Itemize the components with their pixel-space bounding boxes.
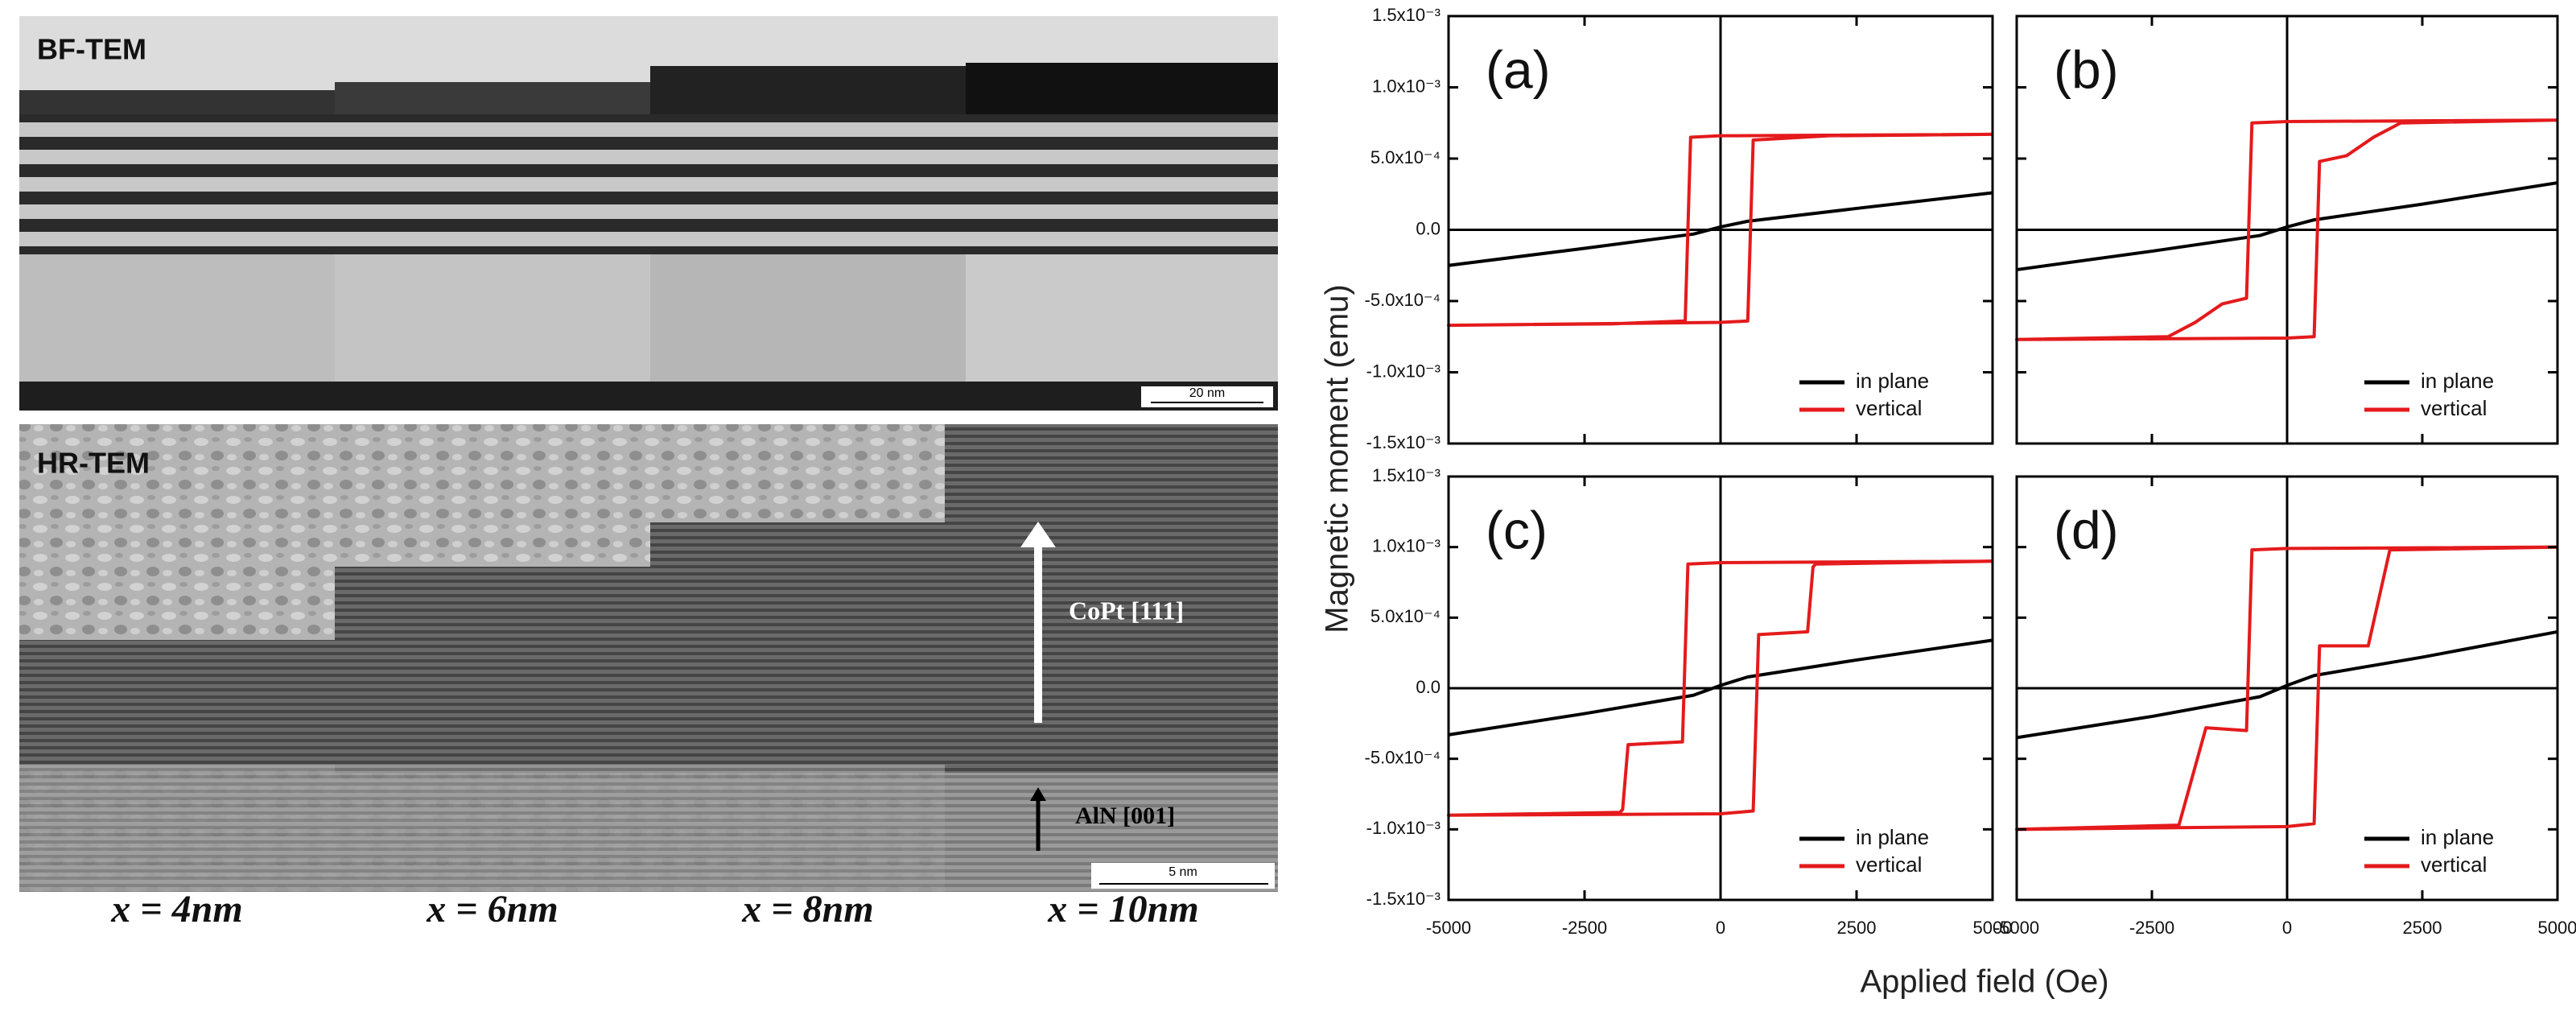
hysteresis-panels: in plane vertical 1.5x10⁻³ 1.0x10⁻³ 5.0x10⁻⁴…	[1365, 5, 2576, 938]
y-tick-label: 5.0x10⁻⁴	[1370, 606, 1440, 626]
y-tick-label: 5.0x10⁻⁴	[1370, 147, 1440, 167]
legend-label: vertical	[1856, 396, 1922, 420]
hr-label: HR-TEM	[37, 447, 150, 480]
hr-scale: 5 nm	[1168, 865, 1197, 879]
x-tick-label: -5000	[1994, 918, 2039, 938]
copt-label: CoPt [111]	[1069, 596, 1184, 625]
y-tick-label: -1.0x10⁻³	[1366, 818, 1440, 838]
legend-label: vertical	[1856, 852, 1922, 877]
sample-labels: x = 4nm x = 6nm x = 8nm x = 10nm	[110, 888, 1198, 931]
y-tick-label: 0.0	[1416, 677, 1440, 697]
y-tick-label: 1.0x10⁻³	[1372, 76, 1440, 96]
series-line	[2016, 629, 2558, 740]
y-tick-label: 0.0	[1416, 218, 1440, 238]
x-tick-label: 0	[1716, 918, 1725, 938]
y-tick-label: 1.5x10⁻³	[1372, 465, 1440, 485]
x-tick-label: 5000	[1973, 918, 2013, 938]
legend-label: in plane	[2421, 369, 2494, 393]
x-tick-label: 2500	[2403, 918, 2442, 938]
sample-label: x = 10nm	[1047, 888, 1198, 931]
panel: in plane vertical 1.5x10⁻³ 1.0x10⁻³ 5.0x10⁻⁴…	[1365, 5, 1994, 452]
hr-tem-image	[19, 424, 1278, 892]
panel-label: (c)	[1486, 500, 1548, 559]
y-tick-label: 1.0x10⁻³	[1372, 535, 1440, 555]
y-tick-label: -5.0x10⁻⁴	[1365, 747, 1440, 767]
bf-scale: 20 nm	[1189, 386, 1225, 400]
legend-label: vertical	[2421, 852, 2487, 877]
x-tick-label: -2500	[2129, 918, 2174, 938]
sample-label: x = 4nm	[110, 888, 242, 931]
series-line	[2016, 181, 2558, 272]
legend-label: vertical	[2421, 396, 2487, 420]
y-tick-label: 1.5x10⁻³	[1372, 5, 1440, 25]
panel: in plane vertical (b)	[2015, 14, 2559, 445]
x-tick-label: 2500	[1837, 918, 1877, 938]
bf-label: BF-TEM	[37, 33, 146, 66]
y-tick-label: -1.5x10⁻³	[1366, 432, 1440, 452]
y-tick-label: -1.5x10⁻³	[1366, 889, 1440, 909]
panel-label: (a)	[1486, 39, 1551, 99]
sample-label: x = 6nm	[426, 888, 558, 931]
x-tick-label: 5000	[2538, 918, 2576, 938]
bf-tem-image	[19, 16, 1278, 411]
sample-label: x = 8nm	[741, 888, 873, 931]
x-tick-label: 0	[2282, 918, 2292, 938]
x-tick-label: -2500	[1562, 918, 1607, 938]
panel: in plane vertical -5000 -2500 0 2500 5000 (d)	[1994, 475, 2576, 938]
legend-label: in plane	[1856, 825, 1929, 849]
aln-label: AlN [001]	[1075, 803, 1175, 829]
legend-label: in plane	[2421, 825, 2494, 849]
y-axis-label: Magnetic moment (emu)	[1320, 284, 1355, 633]
panel-label: (d)	[2054, 500, 2119, 559]
x-tick-label: -5000	[1426, 918, 1471, 938]
series-line	[1448, 638, 1993, 737]
y-tick-label: -5.0x10⁻⁴	[1365, 290, 1440, 310]
series-line	[1448, 191, 1993, 267]
x-axis-label: Applied field (Oe)	[1860, 964, 2108, 1000]
panel: in plane vertical -5000 -2500 0 2500 5000 1.5x1…	[1365, 465, 2013, 938]
panel-label: (b)	[2054, 39, 2119, 99]
y-tick-label: -1.0x10⁻³	[1366, 361, 1440, 381]
legend-label: in plane	[1856, 369, 1929, 393]
